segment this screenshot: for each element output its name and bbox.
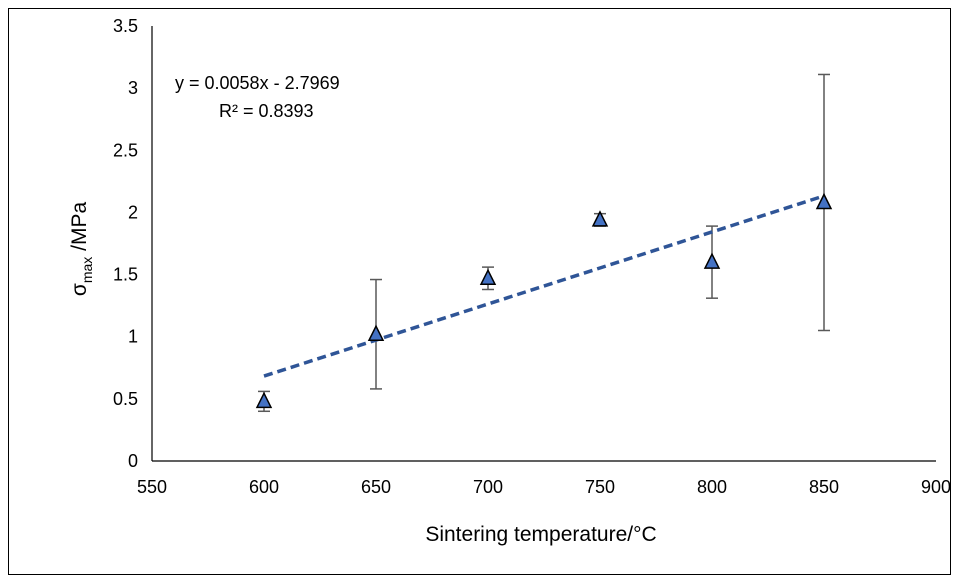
y-axis-title-symbol: σ [68,283,91,296]
x-tick-label: 550 [137,477,167,497]
x-tick-label: 800 [697,477,727,497]
y-tick-label: 3 [128,78,138,98]
x-tick-label: 600 [249,477,279,497]
x-tick-label: 700 [473,477,503,497]
y-tick-labels: 0 0.5 1 1.5 2 2.5 3 3.5 [113,16,138,471]
error-bars [258,73,830,413]
y-axis-title: σmax /MPa [68,202,95,297]
data-point [255,391,273,409]
y-tick-label: 1.5 [113,265,138,285]
data-point [479,268,497,286]
y-tick-label: 3.5 [113,16,138,36]
scatter-chart: 0 0.5 1 1.5 2 2.5 3 3.5 550 600 650 700 750 800 850 90… [68,16,950,546]
data-point [367,324,385,341]
y-tick-label: 0 [128,451,138,471]
y-axis-title-unit: /MPa [68,202,91,257]
data-points [255,192,833,409]
y-tick-label: 2.5 [113,140,138,160]
trendline-equation: y = 0.0058x - 2.7969 [175,73,340,93]
x-tick-labels: 550 600 650 700 750 800 850 900 [137,477,950,497]
x-tick-label: 850 [809,477,839,497]
y-tick-label: 0.5 [113,389,138,409]
x-tick-label: 900 [921,477,950,497]
y-tick-label: 2 [128,202,138,222]
y-axis-title-subscript: max [79,257,95,283]
x-axis-title: Sintering temperature/°C [425,523,656,546]
data-point [703,252,721,269]
x-tick-label: 750 [585,477,615,497]
trendline-r-squared: R² = 0.8393 [219,101,314,121]
data-point [591,210,609,227]
y-tick-label: 1 [128,327,138,347]
trendline [263,194,825,378]
x-tick-label: 650 [361,477,391,497]
chart-frame: 0 0.5 1 1.5 2 2.5 3 3.5 550 600 650 700 750 800 850 90… [8,8,951,575]
axes [151,26,936,462]
trendline-group [263,194,825,378]
data-point [815,192,833,210]
